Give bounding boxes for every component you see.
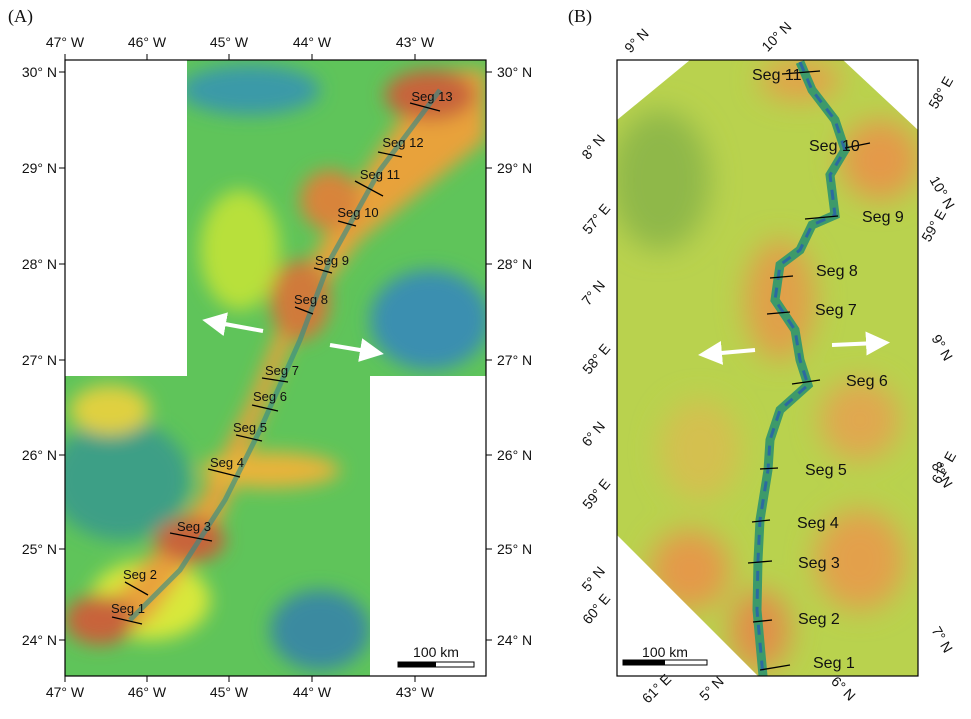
tick-label: 9° N: [621, 25, 652, 56]
top-tick-label: 46° W: [128, 34, 167, 50]
segment-label: Seg 4: [797, 515, 839, 532]
segment-label: Seg 2: [798, 611, 840, 628]
tick-label: 6° N: [828, 673, 859, 704]
tick-label: 57° E: [579, 200, 613, 237]
panel-label: (B): [568, 6, 592, 27]
segment-label: Seg 11: [360, 167, 400, 182]
top-tick-label: 47° W: [46, 34, 85, 50]
segment-label: Seg 7: [815, 302, 857, 319]
tick-label: 58° E: [925, 74, 956, 112]
right-tick-label: 29° N: [497, 160, 532, 176]
right-tick-label: 30° N: [497, 64, 532, 80]
tick-label: 5° N: [696, 673, 727, 704]
segment-label: Seg 5: [233, 420, 267, 435]
scale-bar-b: [623, 660, 707, 665]
left-tick-label: 26° N: [22, 447, 57, 463]
left-tick-label: 28° N: [22, 256, 57, 272]
bathymetry-b: [610, 60, 920, 676]
segment-label: Seg 9: [862, 209, 904, 226]
left-tick-label: 24° N: [22, 632, 57, 648]
segment-label: Seg 6: [253, 389, 287, 404]
segment-label: Seg 10: [809, 138, 860, 155]
segment-label: Seg 12: [382, 135, 423, 150]
scale-bar-label: 100 km: [413, 644, 459, 660]
segment-label: Seg 7: [265, 363, 299, 378]
tick-label: 59° E: [918, 207, 949, 245]
segment-label: Seg 11: [752, 67, 802, 84]
bottom-tick-label: 46° W: [128, 684, 167, 700]
segment-label: Seg 6: [846, 373, 888, 390]
right-tick-label: 25° N: [497, 541, 532, 557]
tick-label: 7° N: [929, 624, 957, 656]
top-tick-label: 45° W: [210, 34, 249, 50]
tick-label: 5° N: [578, 563, 608, 594]
left-tick-label: 30° N: [22, 64, 57, 80]
bottom-tick-label: 44° W: [293, 684, 332, 700]
segment-label: Seg 10: [337, 205, 378, 220]
segment-label: Seg 8: [816, 263, 858, 280]
bottom-tick-label: 47° W: [46, 684, 85, 700]
segment-label: Seg 13: [411, 89, 452, 104]
segment-label: Seg 1: [813, 655, 855, 672]
bottom-tick-label: 43° W: [396, 684, 435, 700]
tick-label: 10° N: [758, 18, 794, 54]
figure: (A) (B) 47° W 47° W 46° W 46° W 45° W 45° W 44° …: [0, 0, 971, 714]
tick-label: 6° N: [578, 418, 608, 449]
tick-label: 7° N: [578, 277, 608, 308]
scale-bar-a: [398, 662, 474, 667]
segment-label: Seg 4: [210, 455, 244, 470]
segment-label: Seg 3: [177, 519, 211, 534]
tick-label: 9° N: [929, 332, 957, 364]
segment-label: Seg 9: [315, 253, 349, 268]
left-tick-label: 27° N: [22, 352, 57, 368]
top-tick-label: 43° W: [396, 34, 435, 50]
bottom-tick-label: 45° W: [210, 684, 249, 700]
left-tick-label: 25° N: [22, 541, 57, 557]
panel-label: (A): [8, 6, 33, 27]
right-tick-label: 24° N: [497, 632, 532, 648]
tick-label: 10° N: [927, 173, 958, 211]
right-tick-label: 27° N: [497, 352, 532, 368]
tick-label: 8° N: [578, 131, 608, 162]
tick-label: 59° E: [579, 475, 613, 512]
top-tick-label: 44° W: [293, 34, 332, 50]
scale-bar-label: 100 km: [642, 644, 688, 660]
segment-label: Seg 5: [805, 462, 847, 479]
segment-label: Seg 3: [798, 555, 840, 572]
tick-label: 58° E: [579, 340, 613, 377]
tick-label: 60° E: [579, 590, 613, 627]
left-tick-label: 29° N: [22, 160, 57, 176]
right-tick-label: 26° N: [497, 447, 532, 463]
segment-label: Seg 1: [111, 601, 145, 616]
segment-label: Seg 8: [294, 292, 328, 307]
spreading-arrow: [832, 343, 878, 345]
segment-label: Seg 2: [123, 567, 157, 582]
right-tick-label: 28° N: [497, 256, 532, 272]
